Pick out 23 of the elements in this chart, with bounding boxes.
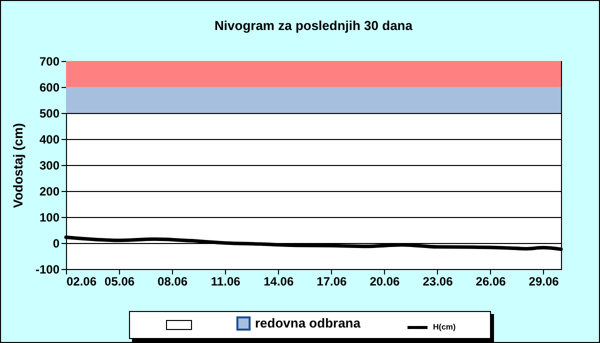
x-tick-label: 08.06 <box>158 274 188 288</box>
x-tick-label: 20.06 <box>370 274 400 288</box>
y-tick-label: 0 <box>52 236 60 250</box>
x-tick-label: 26.06 <box>476 274 506 288</box>
chart-title: Nivogram za poslednjih 30 dana <box>214 18 414 33</box>
legend-label: H(cm) <box>433 322 456 332</box>
y-tick-label: 400 <box>39 132 60 146</box>
y-tick-label: 500 <box>39 106 60 120</box>
y-tick-label: 700 <box>39 54 60 68</box>
x-tick-label: 02.06 <box>66 274 97 288</box>
x-tick-label: 14.06 <box>264 274 294 288</box>
x-tick-label: 05.06 <box>104 274 135 288</box>
legend-label: redovna odbrana <box>255 316 362 330</box>
y-tick-label: 600 <box>39 80 60 94</box>
x-tick-label: 17.06 <box>316 274 348 288</box>
y-tick-label: -100 <box>35 262 60 276</box>
y-tick-label: 100 <box>39 210 60 224</box>
y-axis-title: Vodostaj (cm) <box>10 123 26 208</box>
y-tick-label: 300 <box>39 158 60 172</box>
x-tick-label: 23.06 <box>422 274 454 288</box>
y-tick-label: 200 <box>39 184 60 198</box>
x-tick-label: 29.06 <box>528 274 560 288</box>
x-tick-label: 11.06 <box>210 274 241 288</box>
